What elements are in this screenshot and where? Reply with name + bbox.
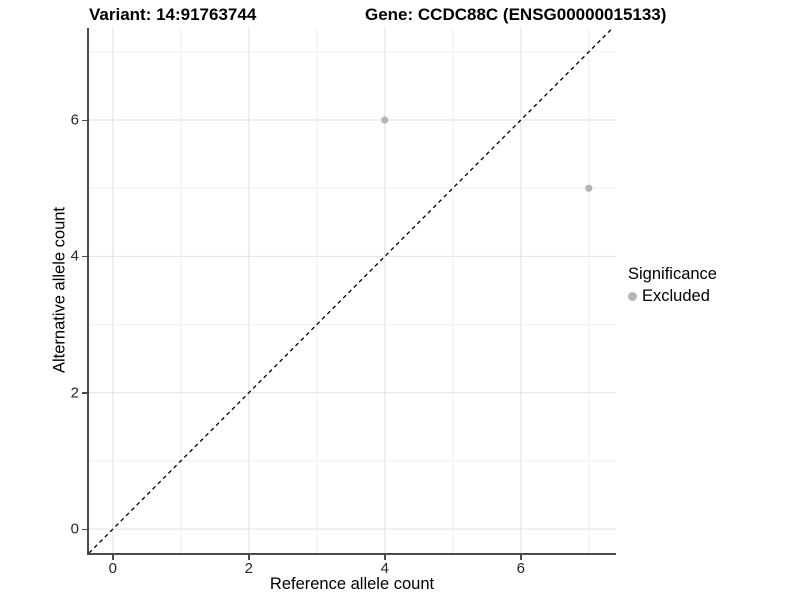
y-tick-label: 0 <box>70 520 79 538</box>
y-tick-mark <box>82 255 88 258</box>
x-tick-label: 2 <box>244 560 253 577</box>
y-axis-line <box>87 28 89 555</box>
x-tick-mark <box>520 554 522 560</box>
y-tick-mark <box>82 392 88 394</box>
data-point <box>585 184 593 192</box>
chart-svg <box>88 27 616 554</box>
legend: Significance Excluded <box>628 265 717 306</box>
legend-item: Excluded <box>628 287 717 306</box>
gene-title: Gene: CCDC88C (ENSG00000015133) <box>365 5 667 24</box>
x-tick-label: 4 <box>380 560 389 577</box>
x-tick-label: 0 <box>108 560 117 577</box>
data-point <box>381 116 389 124</box>
legend-title: Significance <box>628 265 717 283</box>
variant-title: Variant: 14:91763744 <box>89 5 257 24</box>
y-tick-mark <box>82 528 88 531</box>
x-tick-mark <box>112 554 114 560</box>
y-tick-mark <box>82 119 88 121</box>
x-tick-mark <box>384 554 386 560</box>
identity-line <box>88 27 614 554</box>
legend-point-icon <box>628 292 637 301</box>
y-tick-label: 4 <box>70 247 79 265</box>
plot-panel <box>88 27 616 554</box>
x-tick-mark <box>248 554 250 560</box>
y-tick-label: 6 <box>70 111 79 129</box>
y-tick-label: 2 <box>70 384 79 402</box>
x-axis-title: Reference allele count <box>269 575 435 593</box>
x-axis-line <box>87 553 616 555</box>
legend-item-label: Excluded <box>642 287 710 305</box>
x-tick-label: 6 <box>516 560 525 577</box>
y-axis-title: Alternative allele count <box>50 206 69 374</box>
